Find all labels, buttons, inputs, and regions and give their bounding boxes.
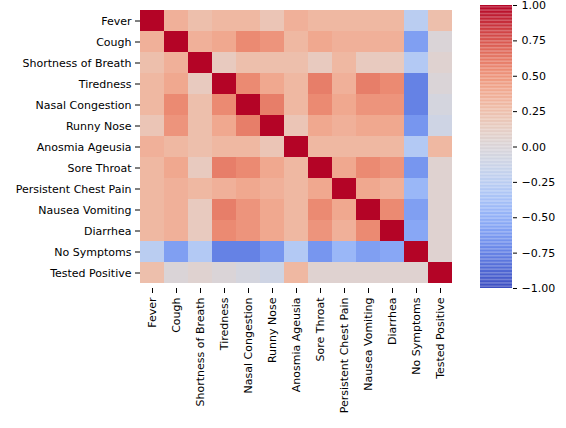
svg-text:−0.75: −0.75 <box>522 247 556 260</box>
svg-text:Runny Nose: Runny Nose <box>66 120 132 133</box>
svg-text:Runny Nose: Runny Nose <box>266 297 279 363</box>
svg-text:No Symptoms: No Symptoms <box>410 297 423 374</box>
svg-text:Shortness of Breath: Shortness of Breath <box>194 297 207 406</box>
svg-text:Cough: Cough <box>170 297 183 332</box>
svg-text:−0.50: −0.50 <box>522 211 556 224</box>
svg-text:0.75: 0.75 <box>522 34 547 47</box>
svg-text:Tiredness: Tiredness <box>78 78 132 91</box>
svg-text:Tested Positive: Tested Positive <box>434 297 447 380</box>
svg-text:Tested Positive: Tested Positive <box>49 267 132 280</box>
svg-text:Cough: Cough <box>96 36 131 49</box>
svg-text:Diarrhea: Diarrhea <box>84 225 131 238</box>
svg-text:Fever: Fever <box>146 297 159 328</box>
svg-text:0.50: 0.50 <box>522 70 547 83</box>
svg-text:Tiredness: Tiredness <box>218 297 231 351</box>
svg-text:Persistent Chest Pain: Persistent Chest Pain <box>16 183 132 196</box>
svg-text:Sore Throat: Sore Throat <box>67 162 132 175</box>
svg-text:Anosmia Ageusia: Anosmia Ageusia <box>290 298 303 393</box>
svg-text:Shortness of Breath: Shortness of Breath <box>23 57 132 70</box>
svg-text:Fever: Fever <box>101 15 132 28</box>
svg-text:Persistent Chest Pain: Persistent Chest Pain <box>338 297 351 413</box>
svg-text:Anosmia Ageusia: Anosmia Ageusia <box>37 141 132 154</box>
svg-text:Nasal Congestion: Nasal Congestion <box>36 99 132 112</box>
svg-text:Nausea Vomiting: Nausea Vomiting <box>362 298 375 391</box>
svg-text:Diarrhea: Diarrhea <box>386 298 399 345</box>
svg-text:Nasal Congestion: Nasal Congestion <box>242 297 255 393</box>
svg-text:1.00: 1.00 <box>522 0 547 12</box>
svg-text:Nausea Vomiting: Nausea Vomiting <box>38 204 131 217</box>
svg-text:−0.25: −0.25 <box>522 176 556 189</box>
svg-text:0.25: 0.25 <box>522 105 547 118</box>
svg-text:No Symptoms: No Symptoms <box>54 246 131 259</box>
svg-text:−1.00: −1.00 <box>522 282 556 295</box>
svg-text:Sore Throat: Sore Throat <box>314 297 327 362</box>
svg-text:0.00: 0.00 <box>522 141 547 154</box>
